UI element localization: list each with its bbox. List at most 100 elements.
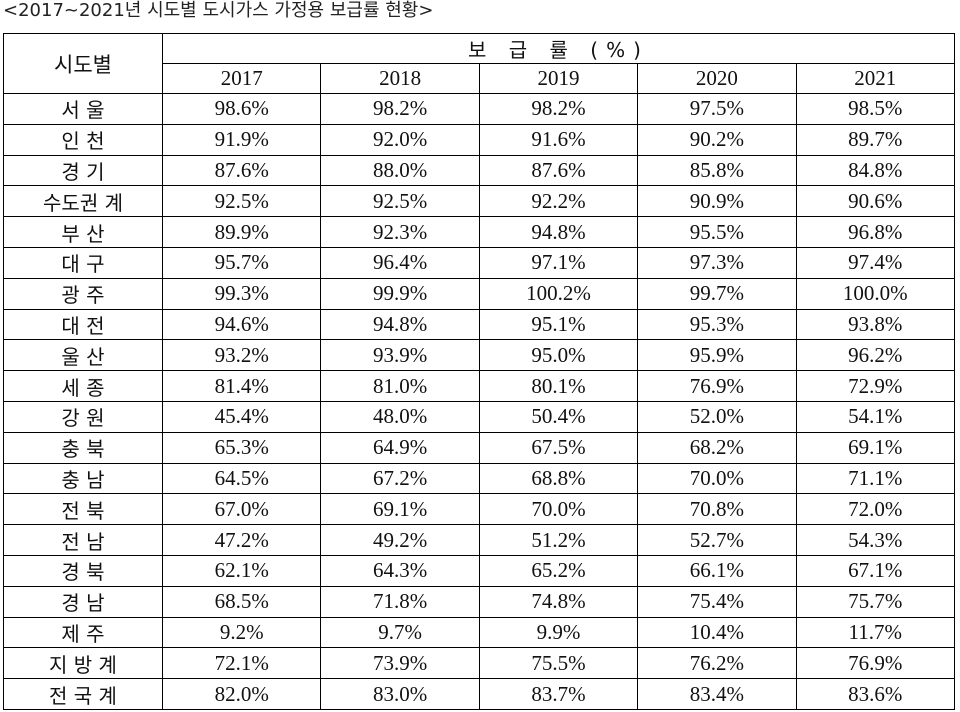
table-row: 대 전 94.6% 94.8% 95.1% 95.3% 93.8% (3, 308, 955, 341)
rate-value-cell: 88.0% (320, 154, 480, 187)
rate-value-cell: 98.5% (795, 93, 955, 125)
table-body: 서 울 98.6% 98.2% 98.2% 97.5% 98.5% 인 천 91.9% 92.0… (3, 93, 955, 710)
rate-value-cell: 83.0% (320, 678, 480, 710)
rate-value-cell: 89.9% (161, 216, 322, 248)
region-name-cell: 경 남 (3, 585, 163, 618)
rate-value-cell: 64.3% (320, 554, 480, 587)
rate-value-cell: 73.9% (320, 647, 480, 680)
table-row: 세 종 81.4% 81.0% 80.1% 76.9% 72.9% (3, 370, 955, 402)
rate-value-cell: 75.4% (637, 585, 797, 618)
table-row: 서 울 98.6% 98.2% 98.2% 97.5% 98.5% (3, 93, 955, 125)
rate-value-cell: 82.0% (161, 678, 322, 710)
rate-value-cell: 95.0% (478, 339, 639, 372)
rate-value-cell: 67.2% (320, 462, 480, 495)
table-row: 경 기 87.6% 88.0% 87.6% 85.8% 84.8% (3, 154, 955, 187)
region-name-cell: 대 전 (3, 308, 163, 341)
rate-value-cell: 48.0% (320, 400, 480, 433)
rate-value-cell: 92.3% (320, 216, 480, 248)
rate-value-cell: 64.9% (320, 431, 480, 464)
region-name-cell: 제 주 (3, 616, 163, 649)
rate-value-cell: 87.6% (161, 154, 322, 187)
rate-value-cell: 90.2% (637, 123, 797, 156)
rate-value-cell: 68.5% (161, 585, 322, 618)
table-row: 경 남 68.5% 71.8% 74.8% 75.4% 75.7% (3, 585, 955, 618)
rate-value-cell: 93.2% (161, 339, 322, 372)
rate-value-cell: 89.7% (795, 123, 955, 156)
rate-value-cell: 83.6% (795, 678, 955, 710)
region-name-cell: 수도권 계 (3, 185, 163, 218)
rate-value-cell: 96.2% (795, 339, 955, 372)
rate-value-cell: 97.1% (478, 246, 639, 279)
rate-value-cell: 76.9% (637, 370, 797, 402)
rate-value-cell: 71.1% (795, 462, 955, 495)
rate-value-cell: 94.8% (320, 308, 480, 341)
rate-value-cell: 62.1% (161, 554, 322, 587)
rate-value-cell: 98.6% (161, 93, 322, 125)
table-row: 울 산 93.2% 93.9% 95.0% 95.9% 96.2% (3, 339, 955, 372)
region-name-cell: 강 원 (3, 400, 163, 433)
rate-value-cell: 97.3% (637, 246, 797, 279)
region-name-cell: 대 구 (3, 246, 163, 279)
region-name-cell: 광 주 (3, 277, 163, 310)
rate-value-cell: 93.8% (795, 308, 955, 341)
rate-value-cell: 52.0% (637, 400, 797, 433)
table-row: 광 주 99.3% 99.9% 100.2% 99.7% 100.0% (3, 277, 955, 310)
rate-value-cell: 100.2% (478, 277, 639, 310)
rate-value-cell: 92.5% (320, 185, 480, 218)
rate-value-cell: 94.6% (161, 308, 322, 341)
table-row: 충 남 64.5% 67.2% 68.8% 70.0% 71.1% (3, 462, 955, 495)
rate-value-cell: 81.4% (161, 370, 322, 402)
rate-value-cell: 70.0% (478, 493, 639, 526)
rate-value-cell: 95.3% (637, 308, 797, 341)
rate-value-cell: 80.1% (478, 370, 639, 402)
rate-value-cell: 92.2% (478, 185, 639, 218)
rate-value-cell: 98.2% (478, 93, 639, 125)
rate-value-cell: 68.8% (478, 462, 639, 495)
rate-value-cell: 45.4% (161, 400, 322, 433)
rate-value-cell: 91.6% (478, 123, 639, 156)
rate-value-cell: 9.9% (478, 616, 639, 649)
year-header: 2017 (161, 63, 322, 94)
rate-value-cell: 69.1% (795, 431, 955, 464)
rate-value-cell: 51.2% (478, 524, 639, 556)
rate-value-cell: 95.9% (637, 339, 797, 372)
table-row: 제 주 9.2% 9.7% 9.9% 10.4% 11.7% (3, 616, 955, 649)
rate-value-cell: 49.2% (320, 524, 480, 556)
table-row: 전 국 계 82.0% 83.0% 83.7% 83.4% 83.6% (3, 678, 955, 710)
rate-value-cell: 83.7% (478, 678, 639, 710)
rate-value-cell: 75.5% (478, 647, 639, 680)
rate-value-cell: 96.8% (795, 216, 955, 248)
region-name-cell: 경 북 (3, 554, 163, 587)
rate-value-cell: 75.7% (795, 585, 955, 618)
year-header: 2019 (478, 63, 639, 94)
rate-value-cell: 65.3% (161, 431, 322, 464)
region-name-cell: 충 남 (3, 462, 163, 495)
rate-value-cell: 65.2% (478, 554, 639, 587)
year-header: 2018 (320, 63, 480, 94)
rate-value-cell: 11.7% (795, 616, 955, 649)
year-header: 2020 (637, 63, 797, 94)
year-header: 2021 (795, 63, 955, 94)
rate-value-cell: 67.0% (161, 493, 322, 526)
region-name-cell: 전 국 계 (3, 678, 163, 710)
rate-value-cell: 96.4% (320, 246, 480, 279)
rate-value-cell: 81.0% (320, 370, 480, 402)
region-name-cell: 울 산 (3, 339, 163, 372)
rate-value-cell: 9.2% (161, 616, 322, 649)
region-name-cell: 세 종 (3, 370, 163, 402)
rate-value-cell: 92.0% (320, 123, 480, 156)
rate-value-cell: 83.4% (637, 678, 797, 710)
rate-value-cell: 67.5% (478, 431, 639, 464)
rate-value-cell: 70.8% (637, 493, 797, 526)
region-name-cell: 부 산 (3, 216, 163, 248)
penetration-rate-table: 시도별 보 급 률 (%) 2017 2018 2019 2020 2021 서… (3, 33, 955, 710)
rate-value-cell: 54.3% (795, 524, 955, 556)
table-row: 대 구 95.7% 96.4% 97.1% 97.3% 97.4% (3, 246, 955, 279)
rate-value-cell: 50.4% (478, 400, 639, 433)
rate-value-cell: 98.2% (320, 93, 480, 125)
rate-value-cell: 64.5% (161, 462, 322, 495)
header-row-years: 2017 2018 2019 2020 2021 (4, 63, 955, 94)
region-name-cell: 지 방 계 (3, 647, 163, 680)
rate-value-cell: 71.8% (320, 585, 480, 618)
region-name-cell: 인 천 (3, 123, 163, 156)
